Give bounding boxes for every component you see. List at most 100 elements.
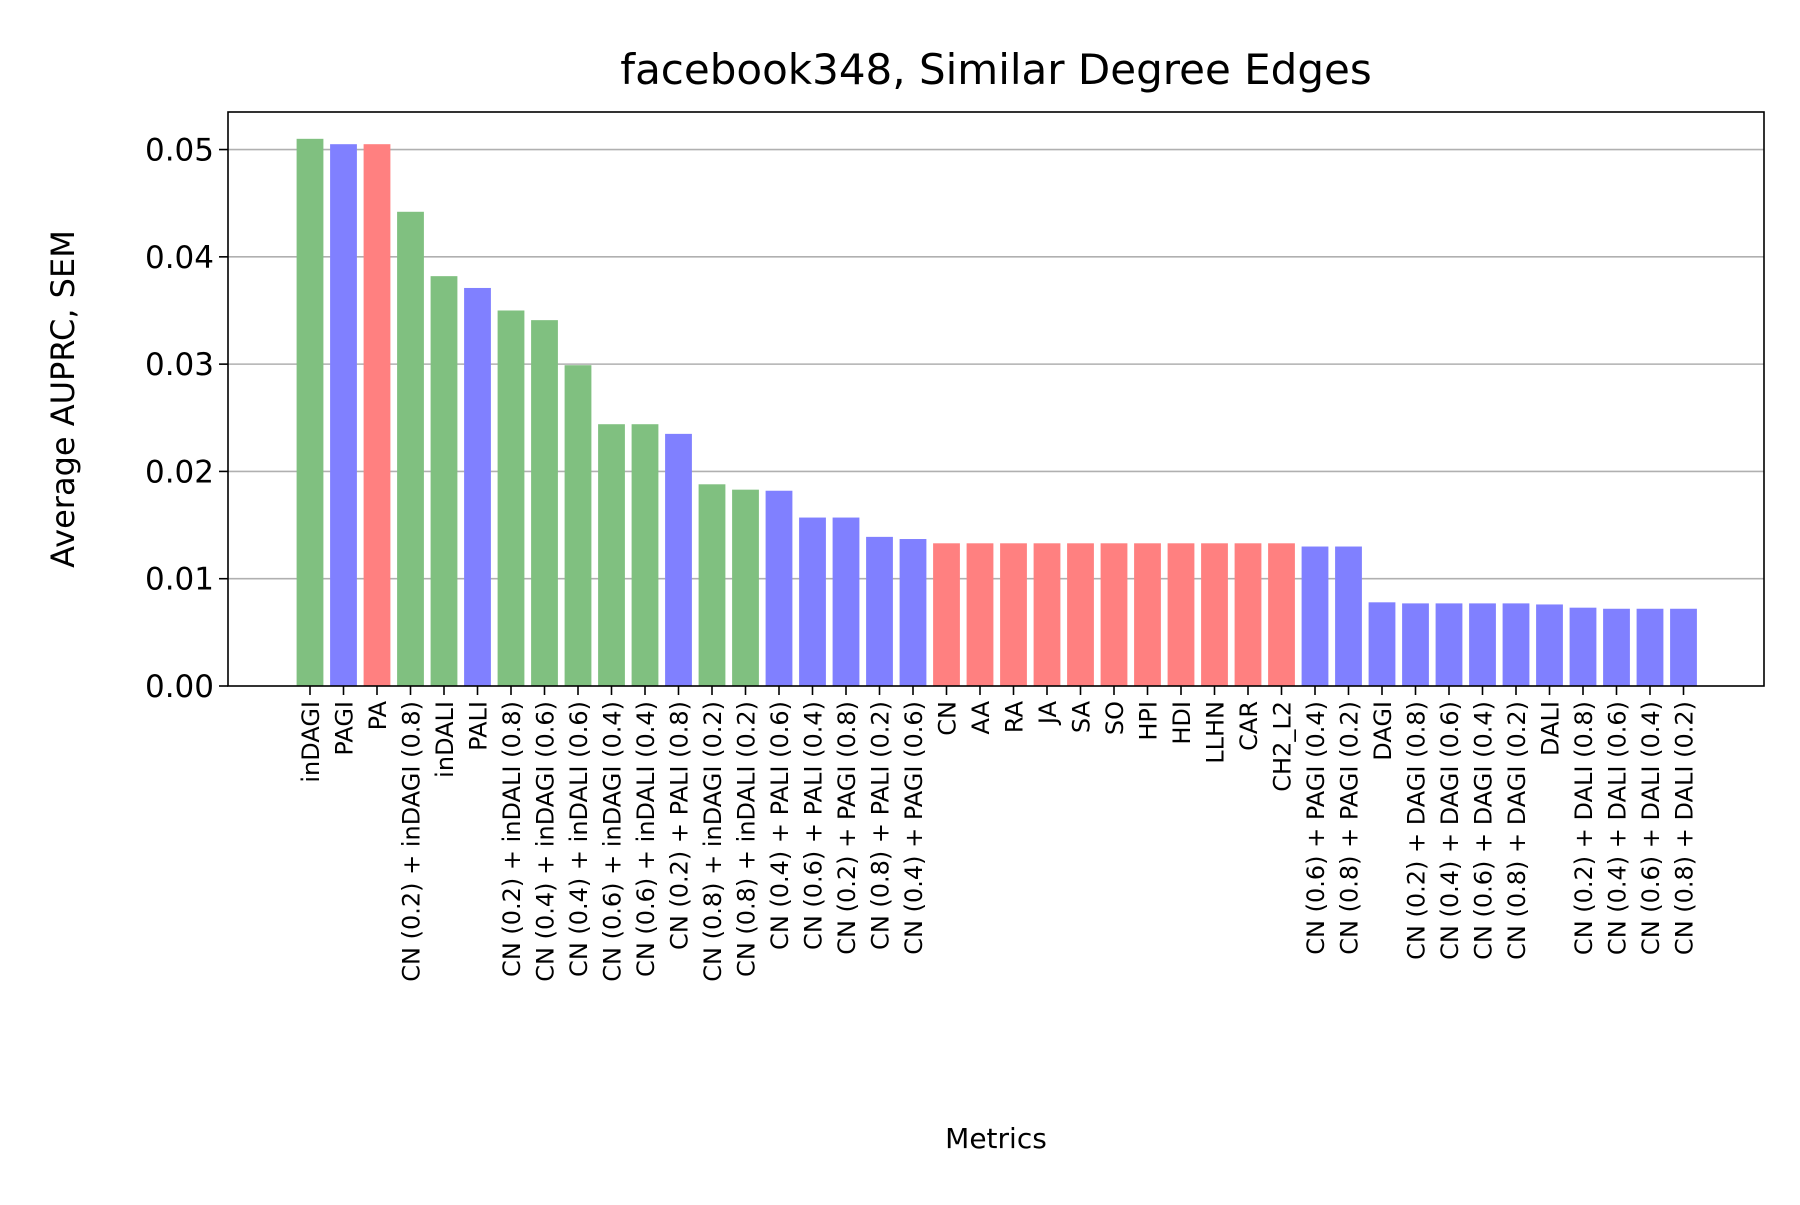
x-tick-label: HDI	[1168, 701, 1196, 745]
x-tick-label: CN (0.6) + DALI (0.4)	[1637, 701, 1665, 955]
bar	[464, 287, 491, 686]
bar	[1033, 543, 1061, 686]
bar	[1100, 543, 1128, 686]
bar	[866, 536, 893, 686]
bar	[732, 489, 759, 686]
x-tick-label: CN (0.2) + DALI (0.8)	[1570, 701, 1598, 955]
grid-layer	[228, 148, 1764, 580]
x-tick-label: PA	[364, 700, 392, 730]
bar	[1301, 546, 1329, 686]
bar	[1469, 603, 1496, 686]
bar	[1201, 543, 1228, 686]
bar	[497, 310, 525, 686]
chart-title: facebook348, Similar Degree Edges	[620, 45, 1371, 94]
x-tick-label: CN	[934, 701, 962, 736]
x-tick-label: PALI	[465, 701, 493, 751]
x-tick-label: inDAGI	[297, 701, 325, 783]
y-tick-label: 0.02	[145, 454, 214, 490]
bar	[1368, 602, 1396, 686]
y-tick-label: 0.03	[145, 347, 214, 383]
bar	[1134, 543, 1161, 686]
bar	[1167, 543, 1195, 686]
bar	[1435, 603, 1463, 686]
bar	[1234, 543, 1262, 686]
y-axis: 0.00 0.01 0.02 0.03 0.04 0.05	[145, 133, 228, 705]
x-tick-label: CAR	[1235, 701, 1263, 751]
y-tick-label: 0.00	[145, 669, 214, 705]
y-axis-label: Average AUPRC, SEM	[44, 230, 82, 568]
bar	[1502, 603, 1530, 686]
bar	[430, 276, 458, 686]
plot-frame	[227, 111, 1765, 687]
bar	[1670, 608, 1697, 686]
bar	[799, 517, 826, 686]
y-tick-label: 0.01	[145, 562, 214, 598]
x-tick-label: CN (0.2) + inDAGI (0.8)	[398, 701, 426, 982]
x-tick-label: DALI	[1537, 701, 1565, 756]
x-tick-label: CN (0.4) + inDALI (0.6)	[565, 701, 593, 977]
x-axis-label: Metrics	[945, 1122, 1047, 1155]
y-tick-label: 0.04	[145, 240, 214, 276]
bar	[564, 365, 592, 686]
bar	[1000, 543, 1027, 686]
bar	[966, 543, 994, 686]
x-tick-label: CN (0.8) + inDAGI (0.2)	[699, 701, 727, 982]
bar	[698, 484, 726, 686]
x-tick-label: JA	[1034, 700, 1062, 726]
x-tick-label: SO	[1101, 701, 1129, 735]
x-tick-label: CN (0.2) + PALI (0.8)	[666, 701, 694, 950]
x-tick-label: HPI	[1135, 701, 1163, 741]
x-tick-label: CN (0.4) + DALI (0.6)	[1604, 701, 1632, 955]
x-tick-label: CN (0.4) + PALI (0.6)	[766, 701, 794, 950]
bar	[899, 539, 927, 686]
x-tick-label: LLHN	[1202, 701, 1230, 764]
bar	[1569, 607, 1597, 686]
x-tick-label: PAGI	[331, 701, 359, 756]
x-tick-label: RA	[1001, 700, 1029, 733]
x-tick-label: CN (0.8) + PALI (0.2)	[867, 701, 895, 950]
bar	[598, 424, 625, 686]
bar	[933, 543, 960, 686]
bar	[765, 490, 793, 686]
bar	[1536, 604, 1563, 686]
x-tick-label: SA	[1068, 700, 1096, 733]
x-tick-label: CN (0.4) + inDAGI (0.6)	[532, 701, 560, 982]
y-tick-label: 0.05	[145, 133, 214, 169]
bar	[1335, 546, 1362, 686]
x-tick-label: CN (0.6) + inDAGI (0.4)	[599, 701, 627, 982]
bar	[330, 144, 357, 687]
bar	[631, 424, 659, 686]
x-tick-label: CH2_L2	[1269, 701, 1297, 792]
bar	[397, 211, 424, 687]
x-tick-label: CN (0.8) + DAGI (0.2)	[1503, 701, 1531, 960]
x-tick-label: CN (0.8) + DALI (0.2)	[1671, 701, 1699, 955]
bar	[296, 138, 324, 686]
x-tick-label: CN (0.2) + PAGI (0.8)	[833, 701, 861, 955]
x-tick-label: CN (0.6) + DAGI (0.4)	[1470, 701, 1498, 960]
bars-layer	[296, 138, 1697, 687]
bar	[363, 144, 391, 687]
bar	[531, 320, 558, 686]
x-tick-label: inDALI	[431, 701, 459, 778]
x-tick-label: CN (0.2) + inDALI (0.8)	[498, 701, 526, 977]
x-tick-label: AA	[967, 700, 995, 734]
x-tick-label: CN (0.8) + inDALI (0.2)	[733, 701, 761, 977]
x-tick-label: CN (0.6) + PAGI (0.4)	[1302, 701, 1330, 955]
x-tick-label: CN (0.2) + DAGI (0.8)	[1403, 701, 1431, 960]
x-tick-label: CN (0.6) + inDALI (0.4)	[632, 701, 660, 977]
bar	[1067, 543, 1094, 686]
x-tick-label: CN (0.4) + DAGI (0.6)	[1436, 701, 1464, 960]
bar	[832, 517, 860, 686]
bar	[1603, 608, 1630, 686]
bar	[665, 433, 692, 686]
x-tick-label: CN (0.4) + PAGI (0.6)	[900, 701, 928, 955]
bar	[1402, 603, 1429, 686]
x-tick-label: CN (0.8) + PAGI (0.2)	[1336, 701, 1364, 955]
bar	[1636, 608, 1664, 686]
x-tick-label: CN (0.6) + PALI (0.4)	[800, 701, 828, 950]
x-tick-label: DAGI	[1369, 701, 1397, 761]
x-axis: inDAGI PAGI PA CN (0.2) + inDAGI (0.8) inDAL…	[297, 686, 1699, 982]
bar	[1268, 543, 1295, 686]
